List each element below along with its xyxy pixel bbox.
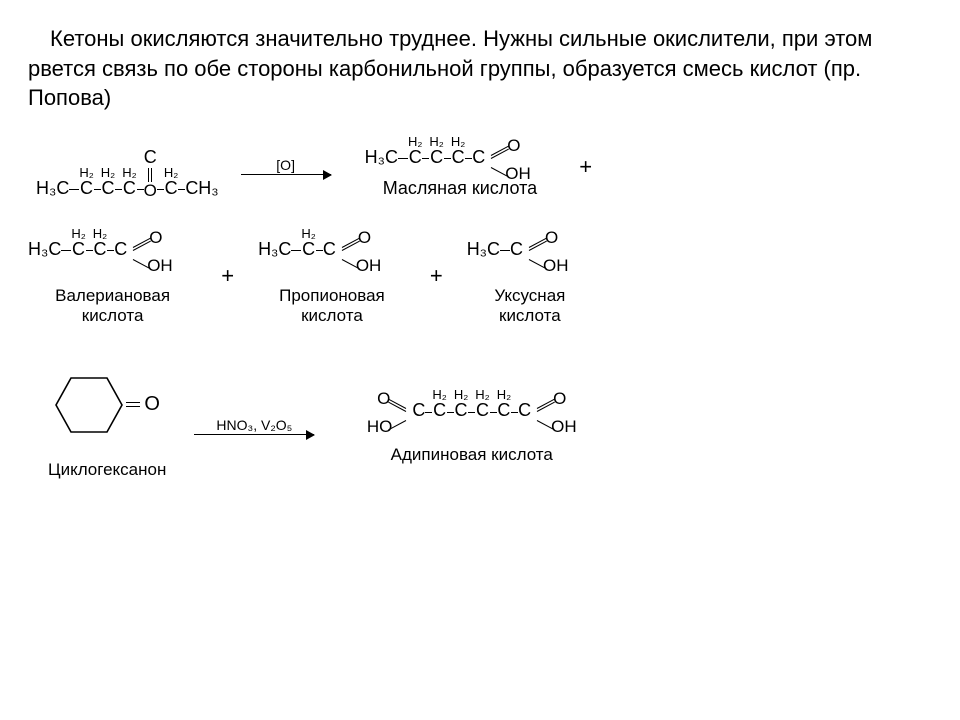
ketone-c: C: [144, 148, 157, 168]
ketone-o: O: [144, 182, 157, 199]
plus-sign: +: [209, 263, 246, 289]
propionic-acid-label-1: Пропионовая: [279, 286, 385, 306]
ch-c: C: [101, 179, 114, 199]
acetic-acid-label-1: Уксусная: [494, 286, 565, 306]
intro-paragraph: Кетоны окисляются значительно труднее. Н…: [28, 24, 932, 113]
acetic-acid-block: H₃C C O OH Уксусная кислота: [467, 227, 593, 326]
reaction-1-row-2: H₃C H₂C H₂C C O OH: [28, 227, 932, 326]
ch-c: C: [123, 179, 136, 199]
acetic-acid: H₃C C O OH: [467, 227, 593, 260]
valeric-acid-label-1: Валериановая: [55, 286, 170, 306]
page: Кетоны окисляются значительно труднее. Н…: [0, 0, 960, 720]
cyclohexanone-label: Циклогексанон: [48, 460, 166, 480]
adipic-acid-label: Адипиновая кислота: [391, 445, 553, 465]
cooh-oh: OH: [505, 164, 531, 184]
cyclohexanone-block: O Циклогексанон: [48, 374, 166, 480]
propionic-acid-block: H₃C H₂C C O OH Пропионова: [258, 227, 406, 326]
plus-sign: +: [418, 263, 455, 289]
reaction-2: O Циклогексанон HNO₃, V₂O₅ O HO: [28, 374, 932, 480]
reaction-schemes: H₃C H₂C H₂C H₂C C O H₂C: [28, 135, 932, 480]
butyric-acid: H₃C H₂C H₂C H₂C C O OH: [365, 135, 556, 168]
reaction-1-row-1: H₃C H₂C H₂C H₂C C O H₂C: [28, 135, 932, 199]
ch-h3c: H₃C: [365, 148, 398, 168]
adipic-acid-block: O HO C H₂C H₂C H₂C H₂C: [342, 388, 601, 465]
arrow-label-o: [O]: [241, 158, 331, 172]
propionic-acid-label-2: кислота: [301, 306, 363, 326]
plus-sign: +: [567, 154, 604, 180]
ch-h3c: H₃C: [36, 179, 69, 199]
ch-c: C: [165, 179, 178, 199]
butyric-acid-block: H₃C H₂C H₂C H₂C C O OH: [365, 135, 556, 199]
valeric-acid-label-2: кислота: [82, 306, 144, 326]
propionic-acid: H₃C H₂C C O OH: [258, 227, 406, 260]
cyclohexanone: O: [54, 374, 160, 436]
hooc-ho: HO: [367, 417, 393, 437]
acetic-acid-label-2: кислота: [499, 306, 561, 326]
arrow-label-hno3: HNO₃, V₂O₅: [194, 418, 314, 432]
ch-ch3: CH₃: [185, 179, 218, 199]
hexagon-icon: [54, 374, 124, 436]
adipic-acid: O HO C H₂C H₂C H₂C H₂C: [342, 388, 601, 421]
cyclohexanone-o: O: [144, 393, 160, 416]
hno3-arrow: HNO₃, V₂O₅: [178, 418, 330, 436]
ch-c: C: [80, 179, 93, 199]
heptan-3-one: H₃C H₂C H₂C H₂C C O H₂C: [36, 135, 219, 199]
valeric-acid-block: H₃C H₂C H₂C C O OH: [28, 227, 197, 326]
cooh-o: O: [507, 136, 520, 156]
valeric-acid: H₃C H₂C H₂C C O OH: [28, 227, 197, 260]
oxidation-arrow: [O]: [219, 158, 353, 176]
